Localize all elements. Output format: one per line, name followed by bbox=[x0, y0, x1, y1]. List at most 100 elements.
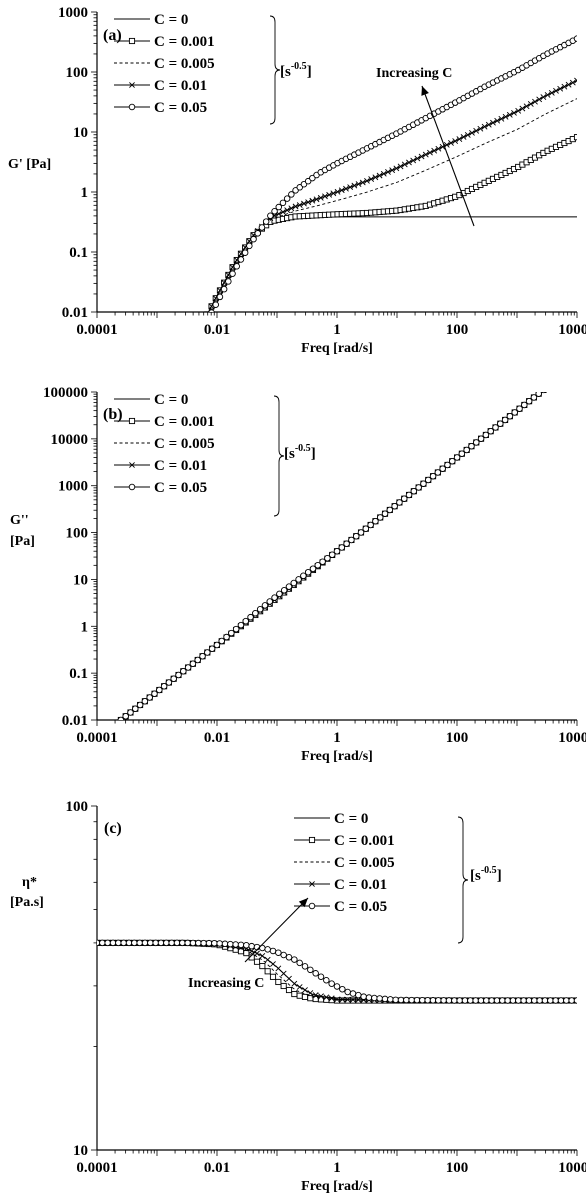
data-point bbox=[352, 532, 360, 540]
data-point bbox=[296, 184, 304, 191]
data-point bbox=[515, 107, 522, 114]
series-line bbox=[208, 80, 577, 312]
data-point bbox=[218, 637, 225, 645]
data-point bbox=[499, 997, 506, 1004]
series-line bbox=[97, 942, 577, 1002]
data-point bbox=[338, 187, 345, 194]
data-point bbox=[253, 958, 261, 965]
legend: C = 0 C = 0.001 C = 0.005 C = 0.01 C = 0.05 [… bbox=[114, 392, 316, 517]
data-point bbox=[129, 82, 135, 88]
data-point bbox=[146, 694, 153, 701]
data-point bbox=[309, 881, 315, 887]
data-point bbox=[464, 132, 471, 138]
data-point bbox=[308, 902, 316, 910]
data-point bbox=[376, 995, 383, 1002]
data-point bbox=[152, 939, 159, 947]
data-point bbox=[285, 954, 293, 961]
legend-unit-base: [s bbox=[280, 64, 291, 80]
data-point bbox=[208, 309, 215, 312]
data-point bbox=[527, 101, 534, 107]
data-point bbox=[347, 184, 354, 191]
data-point bbox=[333, 547, 341, 555]
plot-area bbox=[204, 35, 577, 312]
data-point bbox=[216, 293, 224, 301]
data-point bbox=[319, 558, 326, 565]
data-point bbox=[344, 996, 351, 1003]
data-point bbox=[372, 174, 379, 181]
data-point bbox=[326, 191, 333, 198]
data-point bbox=[200, 939, 207, 947]
data-point bbox=[324, 554, 331, 562]
series-line bbox=[208, 98, 577, 312]
data-point bbox=[531, 997, 538, 1004]
data-point bbox=[160, 682, 168, 690]
legend-entry: C = 0.05 bbox=[154, 100, 207, 116]
x-tick-label: 0.0001 bbox=[76, 1160, 117, 1176]
data-point bbox=[460, 134, 467, 140]
data-point bbox=[415, 484, 422, 491]
data-point bbox=[487, 427, 494, 435]
legend-entry: C = 0.005 bbox=[154, 436, 215, 452]
data-point bbox=[509, 997, 517, 1004]
data-point bbox=[307, 990, 314, 996]
legend-entry: C = 0.001 bbox=[154, 414, 215, 430]
data-point bbox=[232, 941, 239, 948]
data-point bbox=[420, 480, 427, 487]
data-point bbox=[304, 568, 312, 576]
data-point bbox=[136, 939, 143, 947]
data-point bbox=[540, 94, 547, 101]
data-point bbox=[477, 125, 484, 132]
data-point bbox=[494, 117, 501, 124]
x-tick-label: 0.01 bbox=[204, 730, 230, 746]
x-tick-label: 1 bbox=[333, 322, 341, 338]
data-point bbox=[561, 83, 568, 90]
data-point bbox=[355, 991, 362, 999]
data-point bbox=[275, 949, 282, 956]
data-point bbox=[376, 172, 383, 179]
data-point bbox=[469, 129, 475, 136]
data-point bbox=[557, 85, 564, 92]
data-point bbox=[535, 392, 542, 397]
data-point bbox=[308, 836, 316, 844]
data-point bbox=[305, 199, 312, 206]
data-point bbox=[221, 940, 229, 948]
data-point bbox=[136, 701, 144, 709]
data-point bbox=[254, 230, 261, 237]
chart-panel-2: 0.00010.01110010000100000100001000100101… bbox=[10, 385, 586, 764]
data-point bbox=[132, 705, 139, 712]
series-4 bbox=[97, 939, 577, 1004]
data-point bbox=[525, 997, 533, 1004]
data-point bbox=[445, 997, 453, 1004]
data-point bbox=[318, 993, 324, 1000]
data-point bbox=[237, 256, 245, 263]
y-tick-label: 0.01 bbox=[62, 305, 88, 321]
y-tick-label: 100 bbox=[66, 65, 89, 81]
y-axis-label: G' [Pa] bbox=[8, 157, 51, 172]
data-point bbox=[99, 939, 106, 947]
data-point bbox=[574, 77, 577, 84]
legend-entry: C = 0.01 bbox=[154, 458, 207, 474]
y-tick-label: 10 bbox=[73, 125, 88, 141]
data-point bbox=[339, 996, 346, 1003]
data-point bbox=[536, 96, 543, 103]
data-point bbox=[424, 996, 431, 1004]
data-point bbox=[264, 956, 271, 963]
data-point bbox=[300, 180, 308, 188]
y-axis-label: G'' bbox=[10, 513, 29, 528]
data-point bbox=[313, 196, 320, 203]
legend-brace bbox=[269, 15, 281, 125]
legend-unit-close: ] bbox=[307, 64, 312, 80]
data-point bbox=[569, 79, 576, 86]
data-point bbox=[516, 405, 523, 412]
y-tick-label: 1000 bbox=[58, 5, 88, 21]
data-point bbox=[573, 134, 577, 141]
series-line bbox=[97, 942, 577, 1001]
chart-panel-3: 0.0001 0.01 1 100 10000 100 10 Freq [rad/s] η* [P… bbox=[10, 799, 586, 1194]
data-point bbox=[397, 996, 405, 1004]
data-point bbox=[302, 987, 308, 993]
data-point bbox=[541, 392, 547, 394]
data-point bbox=[344, 988, 351, 996]
plot-area bbox=[97, 939, 577, 1004]
data-point bbox=[371, 994, 378, 1002]
data-point bbox=[376, 514, 384, 521]
